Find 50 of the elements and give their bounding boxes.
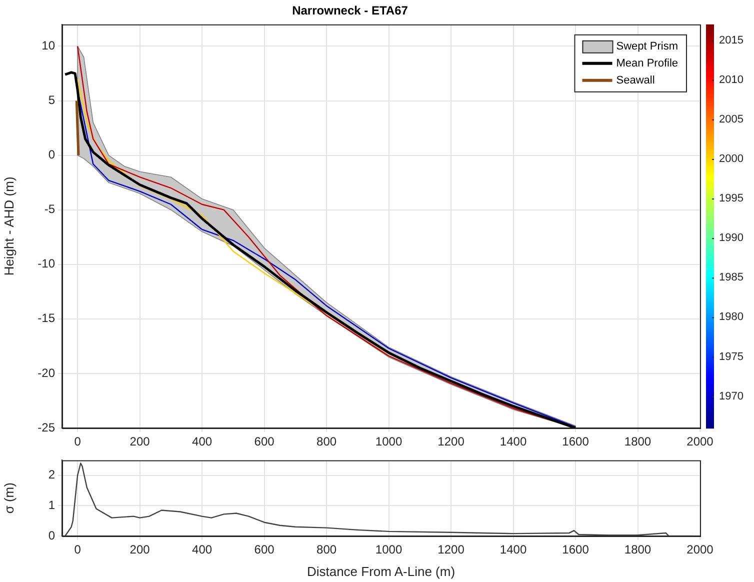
y-tick-label: -10 [38, 256, 56, 271]
y-axis-title: σ (m) [1, 482, 16, 514]
legend-label: Seawall [616, 74, 655, 86]
x-tick-label: 1200 [438, 542, 465, 557]
y-tick-label: -20 [38, 366, 56, 380]
x-tick-label: 2000 [686, 542, 714, 557]
legend-label: Swept Prism [616, 40, 678, 52]
color-bar-label: 2010 [719, 74, 744, 86]
color-bar-label: 1980 [719, 311, 744, 324]
x-tick-label: 0 [74, 542, 82, 557]
y-tick-label: 2 [48, 468, 56, 482]
x-tick-label: 400 [192, 434, 212, 449]
y-tick-label: 0 [48, 528, 56, 542]
x-tick-label: 200 [130, 542, 150, 557]
x-tick-label: 200 [130, 434, 150, 449]
x-tick-label: 800 [316, 542, 337, 557]
color-bar-label: 1970 [719, 390, 744, 402]
x-tick-label: 2000 [686, 434, 714, 449]
x-tick-label: 1600 [562, 542, 590, 557]
color-bar-label: 1990 [719, 232, 744, 244]
x-tick-label: 1800 [624, 542, 652, 557]
y-tick-label: -15 [38, 311, 56, 326]
x-tick-label: 1600 [562, 434, 590, 449]
y-tick-label: 1 [48, 498, 56, 512]
x-tick-label: 1000 [375, 542, 402, 557]
y-tick-label: -5 [44, 202, 56, 216]
x-tick-label: 400 [192, 542, 212, 557]
x-tick-label: 0 [74, 434, 82, 449]
x-tick-label: 1400 [500, 434, 527, 449]
color-bar-label: 2005 [719, 113, 744, 126]
y-tick-label: 0 [48, 148, 56, 162]
y-tick-label: 10 [42, 38, 56, 53]
y-axis-title: Height - AHD (m) [1, 176, 16, 276]
y-tick-label: 5 [48, 93, 56, 108]
color-bar-label: 2000 [719, 152, 744, 165]
chart-title: Narrowneck - ETA67 [292, 4, 408, 18]
x-tick-label: 600 [254, 542, 275, 557]
x-tick-label: 1200 [438, 434, 465, 449]
color-bar-label: 1995 [719, 192, 744, 205]
x-axis-title: Distance From A-Line (m) [306, 564, 456, 579]
x-tick-label: 1000 [375, 434, 402, 449]
x-tick-label: 1800 [624, 434, 652, 449]
x-tick-label: 1400 [500, 542, 527, 557]
x-tick-label: 600 [254, 434, 275, 449]
color-bar-label: 1985 [719, 272, 744, 284]
y-tick-label: -25 [38, 420, 56, 434]
legend-label: Mean Profile [616, 57, 678, 70]
x-tick-label: 800 [316, 434, 337, 449]
color-bar-label: 2015 [719, 34, 744, 46]
color-bar-label: 1975 [719, 350, 744, 363]
